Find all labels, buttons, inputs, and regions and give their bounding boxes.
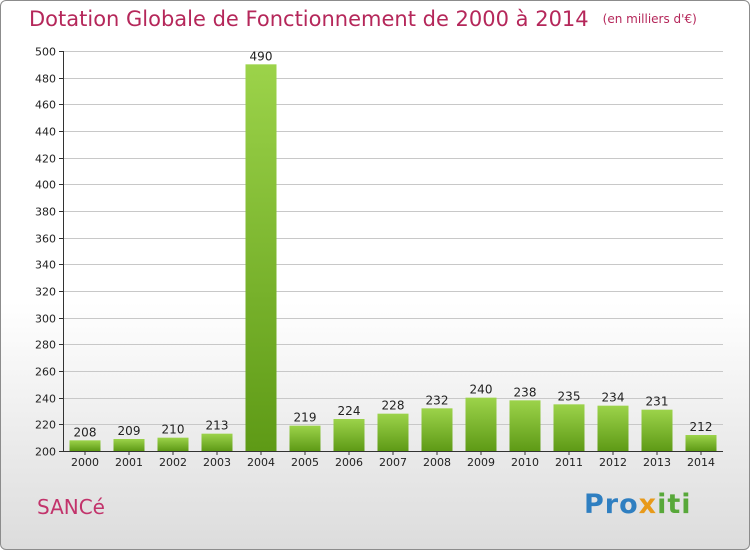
y-tick-label-420: 420 — [35, 153, 56, 166]
bar-2002 — [157, 437, 189, 451]
y-tick-label-260: 260 — [35, 366, 56, 379]
bars — [69, 64, 717, 452]
x-tick-label-2004: 2004 — [247, 456, 275, 469]
y-tick-label-400: 400 — [35, 179, 56, 192]
y-tick-label-500: 500 — [35, 46, 56, 59]
bar-2010 — [509, 400, 541, 451]
logo-part-3: iti — [657, 489, 692, 520]
bar-2013 — [641, 409, 673, 451]
logo-part-1: Pro — [584, 489, 639, 520]
y-tick-label-340: 340 — [35, 259, 56, 272]
bar-2006 — [333, 419, 365, 451]
x-tick-label-2010: 2010 — [511, 456, 539, 469]
y-tick-label-440: 440 — [35, 126, 56, 139]
value-label-2005: 219 — [294, 411, 317, 425]
bar-2009 — [465, 397, 497, 451]
value-label-2009: 240 — [470, 383, 493, 397]
value-label-2000: 208 — [74, 425, 97, 439]
x-tick-label-2005: 2005 — [291, 456, 319, 469]
y-tick-label-240: 240 — [35, 393, 56, 406]
value-label-2003: 213 — [206, 419, 229, 433]
x-tick-label-2003: 2003 — [203, 456, 231, 469]
value-label-2002: 210 — [162, 423, 185, 437]
value-label-2011: 235 — [558, 389, 581, 403]
x-tick-label-2008: 2008 — [423, 456, 451, 469]
y-tick-label-320: 320 — [35, 286, 56, 299]
y-tick-label-200: 200 — [35, 446, 56, 459]
x-tick-label-2007: 2007 — [379, 456, 407, 469]
value-label-2001: 209 — [118, 424, 141, 438]
x-tick-label-2009: 2009 — [467, 456, 495, 469]
proxiti-logo: Proxiti — [584, 489, 692, 520]
y-tick-label-280: 280 — [35, 339, 56, 352]
chart-title-text: Dotation Globale de Fonctionnement de 20… — [29, 7, 589, 31]
value-label-2006: 224 — [338, 404, 361, 418]
bar-2014 — [685, 435, 717, 451]
chart-subtitle: (en milliers d'€) — [602, 12, 697, 26]
value-label-2014: 212 — [690, 420, 713, 434]
y-tick-label-220: 220 — [35, 419, 56, 432]
value-label-2007: 228 — [382, 399, 405, 413]
value-label-2013: 231 — [646, 395, 669, 409]
x-tick-label-2011: 2011 — [555, 456, 583, 469]
bar-2007 — [377, 413, 409, 451]
bar-2003 — [201, 433, 233, 451]
x-tick-label-2000: 2000 — [71, 456, 99, 469]
commune-name: SANCé — [37, 495, 105, 519]
labels: 200 220 240 260 280 300 320 340 360 380 400 420 440 4… — [35, 46, 715, 470]
y-tick-label-480: 480 — [35, 73, 56, 86]
bar-2001 — [113, 439, 145, 451]
x-tick-label-2001: 2001 — [115, 456, 143, 469]
y-tick-label-460: 460 — [35, 99, 56, 112]
x-tick-label-2013: 2013 — [643, 456, 671, 469]
bar-2004 — [245, 64, 277, 452]
x-tick-label-2012: 2012 — [599, 456, 627, 469]
value-label-2008: 232 — [426, 393, 449, 407]
x-tick-label-2002: 2002 — [159, 456, 187, 469]
bar-2012 — [597, 405, 629, 451]
bar-2005 — [289, 425, 321, 451]
bar-2000 — [69, 440, 101, 451]
logo-part-2: x — [638, 489, 658, 520]
value-label-2012: 234 — [602, 391, 625, 405]
chart-title: Dotation Globale de Fonctionnement de 20… — [29, 7, 697, 31]
x-tick-label-2014: 2014 — [687, 456, 715, 469]
y-tick-label-300: 300 — [35, 313, 56, 326]
bar-2008 — [421, 408, 453, 451]
x-tick-label-2006: 2006 — [335, 456, 363, 469]
y-tick-label-380: 380 — [35, 206, 56, 219]
value-label-2004: 490 — [250, 49, 273, 63]
bar-2011 — [553, 404, 585, 451]
value-label-2010: 238 — [514, 385, 537, 399]
axes — [59, 51, 723, 455]
y-tick-label-360: 360 — [35, 233, 56, 246]
